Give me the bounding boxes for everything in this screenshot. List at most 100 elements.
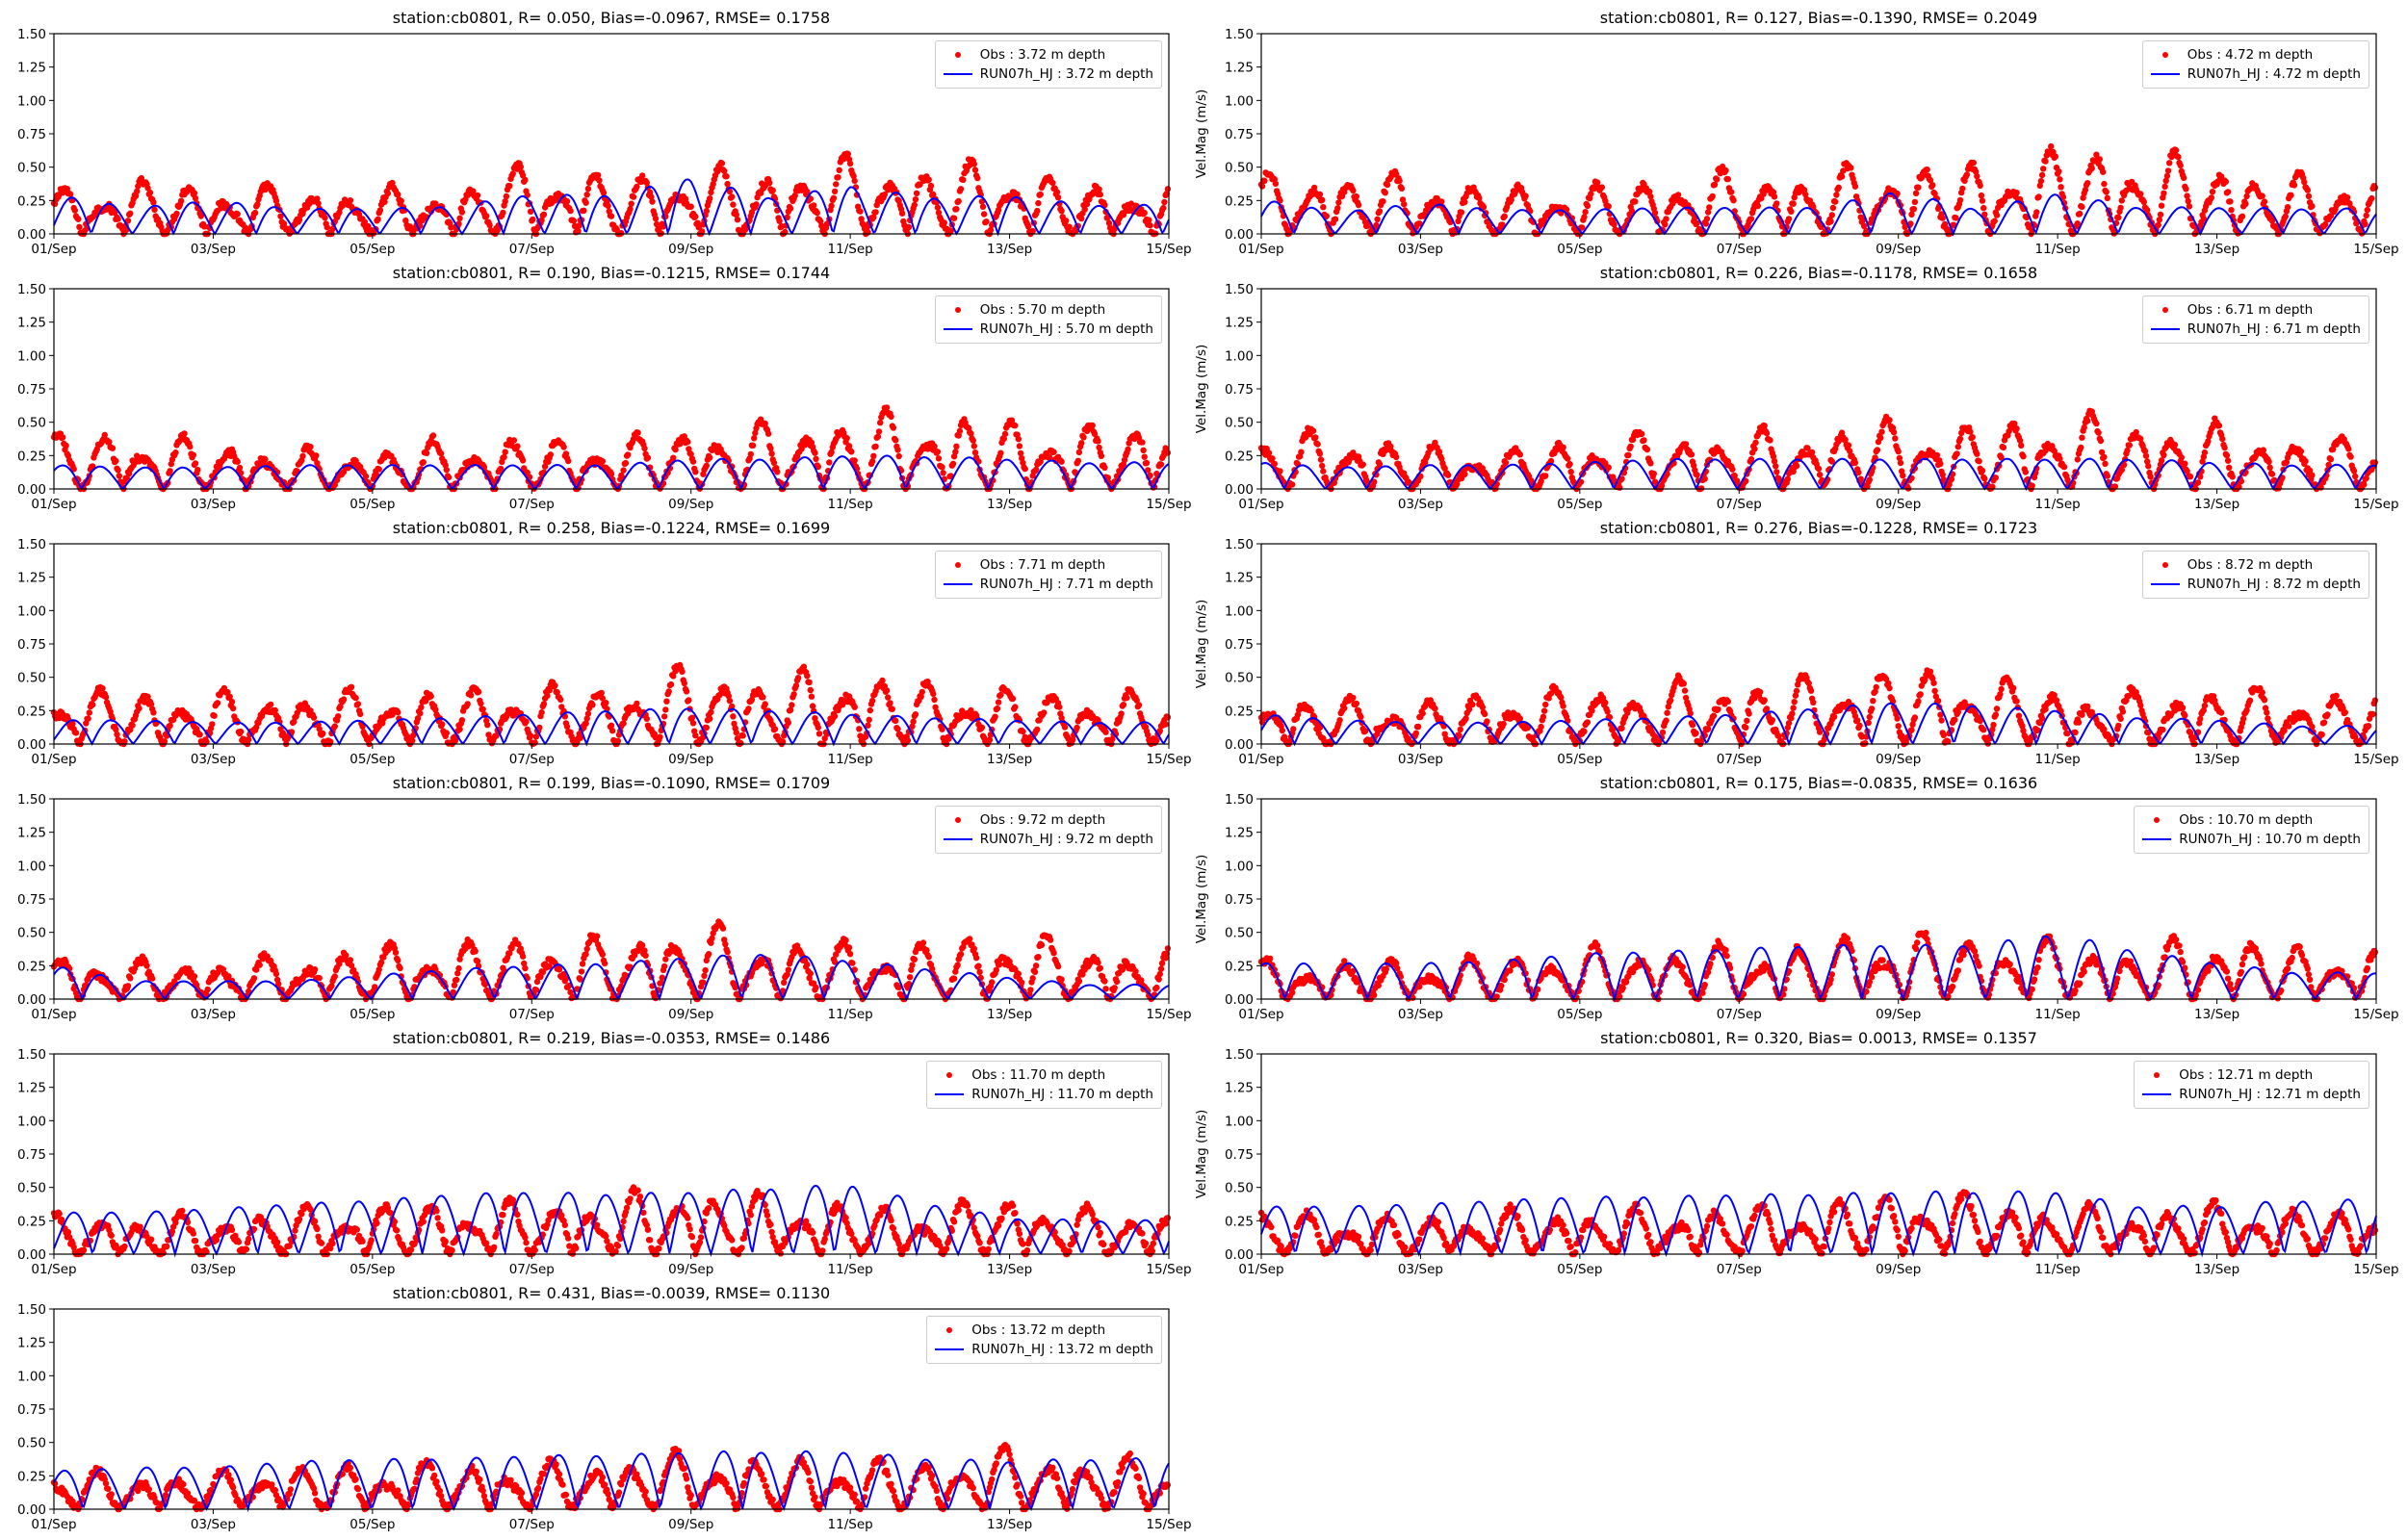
obs-point [843, 435, 850, 442]
obs-point [582, 720, 589, 727]
obs-point [1845, 442, 1852, 449]
obs-point [2163, 172, 2171, 180]
obs-point [69, 720, 76, 728]
x-tick-label: 07/Sep [1717, 242, 1762, 257]
obs-point [67, 191, 74, 197]
obs-point [703, 208, 710, 215]
obs-point [2268, 218, 2276, 224]
obs-point [2352, 473, 2359, 480]
obs-point [670, 673, 677, 680]
obs-point [2013, 425, 2020, 432]
subplot-2: station:cb0801, R= 0.127, Bias=-0.1390, … [1194, 9, 2399, 257]
obs-point [2040, 166, 2047, 172]
obs-point [1617, 484, 1623, 491]
obs-point [603, 700, 609, 706]
obs-point [1691, 462, 1697, 469]
obs-point [1829, 204, 1837, 212]
obs-point [1063, 218, 1070, 224]
obs-point [875, 428, 883, 435]
obs-point [1890, 428, 1898, 436]
y-tick-label: 1.25 [1225, 316, 1254, 331]
obs-point [1032, 466, 1040, 474]
obs-point [2036, 182, 2043, 190]
obs-point [792, 682, 800, 689]
obs-point [1847, 448, 1853, 454]
obs-point [2141, 448, 2149, 454]
obs-point [2371, 459, 2379, 466]
obs-point [1933, 451, 1941, 459]
obs-point [1643, 446, 1651, 453]
obs-point [628, 200, 634, 207]
obs-point [181, 430, 188, 437]
obs-point [1319, 196, 1326, 203]
obs-point [554, 688, 560, 696]
obs-point [1956, 435, 1964, 442]
obs-point [2284, 204, 2291, 211]
obs-point [2201, 449, 2209, 456]
obs-point [2172, 146, 2180, 154]
obs-point [1265, 449, 1273, 456]
obs-point [315, 200, 322, 207]
obs-point [2259, 192, 2265, 199]
obs-point [1767, 437, 1773, 444]
obs-point [254, 201, 261, 208]
obs-point [953, 443, 960, 449]
obs-point [1992, 475, 1999, 481]
obs-point [2076, 210, 2083, 218]
obs-point [530, 216, 536, 223]
obs-point [589, 702, 596, 708]
obs-point [2183, 186, 2189, 192]
obs-point [1872, 454, 1878, 461]
obs-point [1703, 216, 1711, 222]
obs-point [974, 174, 981, 182]
obs-point [950, 215, 958, 221]
y-tick-label: 1.25 [17, 61, 46, 76]
obs-point [423, 449, 430, 456]
obs-point [1125, 446, 1131, 453]
obs-point [1605, 203, 1612, 210]
obs-point [634, 700, 640, 707]
obs-point [228, 698, 236, 706]
obs-point [1851, 183, 1859, 190]
obs-point [2166, 160, 2173, 167]
obs-point [934, 204, 942, 211]
obs-point [2161, 183, 2168, 191]
obs-point [816, 218, 824, 224]
obs-point [327, 738, 334, 745]
obs-point [2157, 211, 2164, 218]
obs-point [417, 710, 424, 717]
obs-point [2137, 435, 2144, 443]
obs-point [1081, 206, 1088, 213]
obs-point [2175, 153, 2182, 161]
obs-point [1320, 468, 1327, 475]
obs-point [2084, 180, 2091, 187]
obs-series [50, 661, 1172, 748]
obs-point [730, 201, 737, 208]
obs-point [1083, 200, 1091, 208]
obs-point [1037, 191, 1044, 198]
obs-point [1747, 455, 1755, 463]
obs-point [1754, 202, 1761, 210]
obs-point [1121, 456, 1128, 464]
y-tick-label: 0.50 [1225, 161, 1254, 176]
obs-point [723, 173, 730, 180]
y-axis-label: Vel.Mag (m/s) [1194, 89, 1209, 179]
obs-point [1751, 446, 1758, 452]
obs-point [420, 459, 427, 466]
legend-label: RUN07h_HJ : 5.70 m depth [979, 321, 1153, 337]
obs-point [376, 207, 384, 214]
obs-point [1728, 189, 1735, 195]
obs-point [904, 737, 912, 744]
obs-point [1157, 461, 1165, 468]
obs-point [599, 458, 606, 465]
obs-point [804, 673, 811, 680]
obs-point [734, 217, 741, 223]
obs-point [234, 211, 241, 218]
obs-point [767, 445, 774, 452]
obs-point [150, 199, 157, 206]
obs-point [583, 192, 590, 198]
obs-point [752, 429, 759, 437]
obs-point [1910, 206, 1917, 213]
